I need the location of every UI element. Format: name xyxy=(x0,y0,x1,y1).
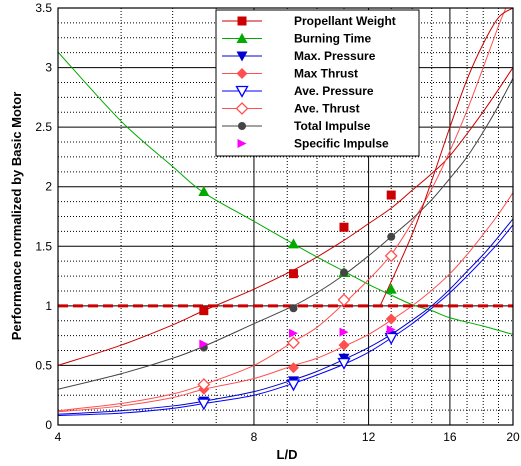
legend-marker-6 xyxy=(238,122,246,130)
y-tick-label: 3 xyxy=(45,61,52,75)
series-0-point xyxy=(386,190,396,200)
plot-border xyxy=(57,7,514,426)
plot-frame xyxy=(57,7,514,426)
x-axis-title: L/D xyxy=(277,447,298,462)
legend-label-1: Burning Time xyxy=(294,32,371,46)
series-5-point xyxy=(287,336,300,350)
series-lines xyxy=(58,8,513,416)
legend-marker-3 xyxy=(236,68,248,79)
series-0-point xyxy=(288,269,298,279)
series-7-point xyxy=(339,327,349,337)
series-7-point xyxy=(199,339,209,349)
legend-label-0: Propellant Weight xyxy=(294,14,396,28)
series-markers xyxy=(197,185,398,411)
legend-label-6: Total Impulse xyxy=(294,119,371,133)
legend-marker-5 xyxy=(235,102,249,115)
legend-label-5: Ave. Thrust xyxy=(294,102,360,116)
series-6-point xyxy=(289,304,298,313)
series-line-2 xyxy=(58,218,513,415)
series-1-point xyxy=(198,185,210,196)
axis-ticks: 4 8 12 16 20 0 0.5 1 1.5 2 2.5 3 3.5 xyxy=(35,1,520,444)
y-tick-label: 0 xyxy=(45,418,52,432)
series-6-point xyxy=(339,268,348,277)
series-7-point xyxy=(386,325,396,335)
extra-series-line xyxy=(379,8,513,307)
legend-box xyxy=(215,9,420,157)
series-4-point xyxy=(337,357,351,370)
legend-label-7: Specific Impulse xyxy=(294,137,389,151)
legend-marker-2 xyxy=(236,51,248,62)
series-5-point xyxy=(197,378,211,391)
y-tick-label: 0.5 xyxy=(35,358,52,372)
series-5-point xyxy=(337,293,351,307)
legend-label-4: Ave. Pressure xyxy=(294,84,374,98)
series-6-point xyxy=(387,232,396,241)
y-tick-label: 2.5 xyxy=(35,120,52,134)
series-4-point xyxy=(384,332,398,345)
series-3-point xyxy=(385,313,397,325)
legend-marker-4 xyxy=(235,85,249,98)
series-line-3 xyxy=(58,192,513,413)
series-0-point xyxy=(339,222,349,232)
y-tick-label: 2 xyxy=(45,180,52,194)
x-tick-label: 4 xyxy=(55,430,62,444)
x-tick-label: 8 xyxy=(251,430,258,444)
y-tick-label: 3.5 xyxy=(35,1,52,15)
series-line-4 xyxy=(58,224,513,416)
series-5-point xyxy=(384,249,398,263)
legend-marker-7 xyxy=(237,139,247,148)
series-1-point xyxy=(385,283,397,294)
series-4-point xyxy=(197,398,211,411)
legend-marker-1 xyxy=(236,33,248,43)
legend-marker-0 xyxy=(237,16,247,26)
legend-label-3: Max Thrust xyxy=(294,67,358,81)
y-tick-label: 1 xyxy=(45,299,52,313)
series-7-point xyxy=(288,328,298,338)
y-tick-label: 1.5 xyxy=(35,239,52,253)
series-3-point xyxy=(287,362,299,374)
x-tick-label: 16 xyxy=(443,430,457,444)
series-line-0 xyxy=(58,67,513,366)
x-tick-label: 12 xyxy=(362,430,376,444)
series-4-point xyxy=(286,379,301,392)
x-tick-label: 20 xyxy=(506,430,520,444)
legend: Propellant Weight Burning Time Max. Pressu… xyxy=(215,9,420,157)
series-3-point xyxy=(338,339,350,351)
series-line-6 xyxy=(58,78,513,390)
series-1-point xyxy=(287,238,299,249)
y-axis-title: Performance normalized by Basic Motor xyxy=(9,92,24,341)
series-0-point xyxy=(199,306,209,316)
series-line-5 xyxy=(58,8,507,412)
legend-label-2: Max. Pressure xyxy=(294,49,376,63)
